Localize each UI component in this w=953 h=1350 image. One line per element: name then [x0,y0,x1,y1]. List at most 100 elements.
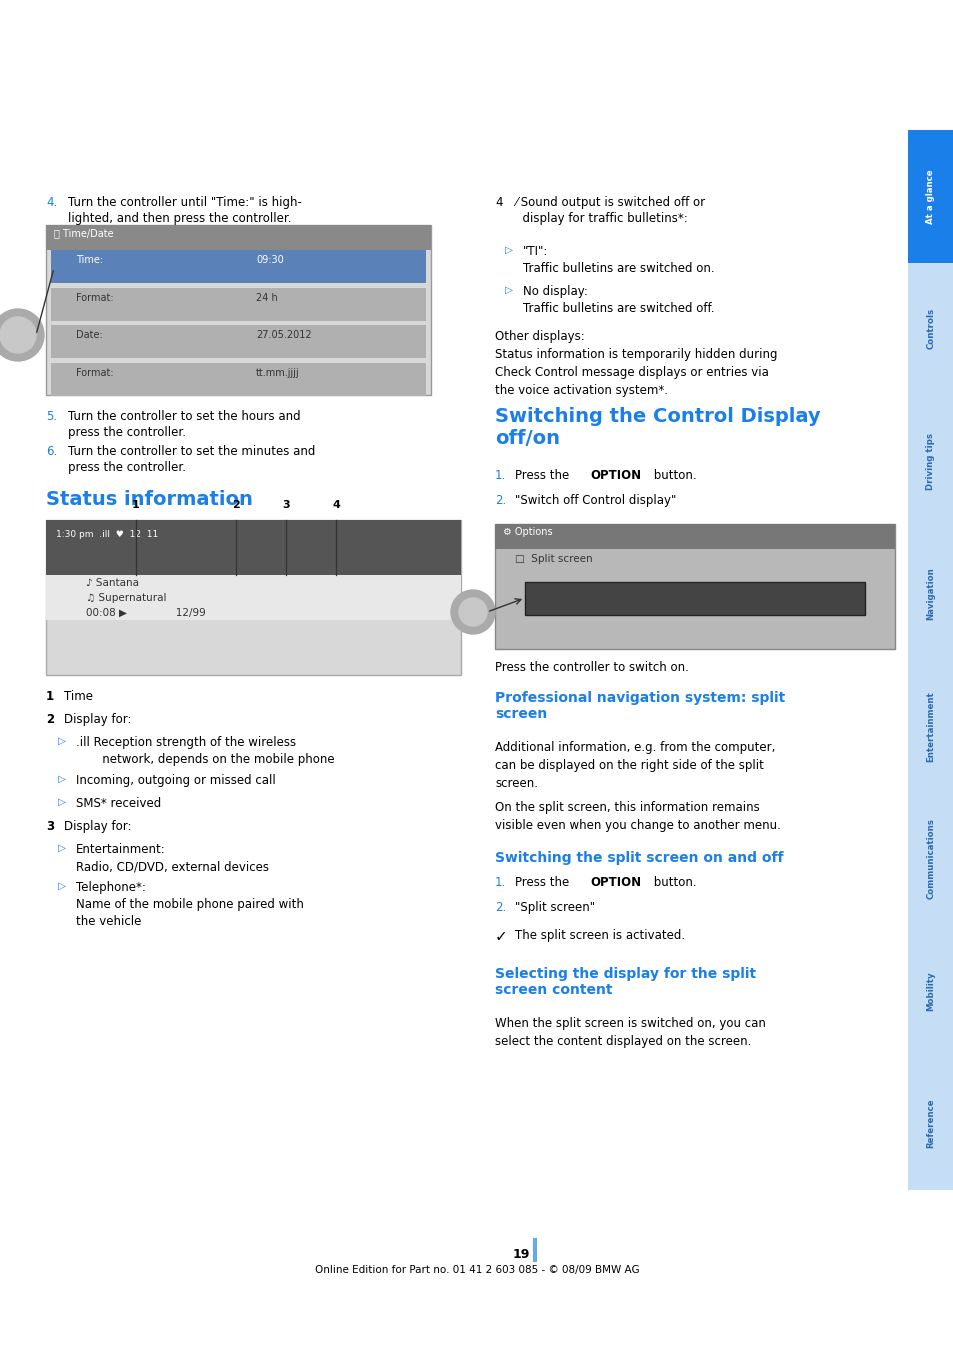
Text: 1:30 pm  .ill  ♥  12  11: 1:30 pm .ill ♥ 12 11 [56,531,158,539]
Text: ▷: ▷ [504,285,513,296]
Text: 4: 4 [495,196,502,209]
FancyBboxPatch shape [495,524,894,649]
Text: Professional navigation system: split
screen: Professional navigation system: split sc… [495,691,784,721]
Text: Turn the controller to set the hours and
press the controller.: Turn the controller to set the hours and… [68,410,300,439]
FancyBboxPatch shape [907,528,953,660]
Text: Press the controller to switch on.: Press the controller to switch on. [495,662,688,674]
FancyBboxPatch shape [51,325,426,358]
Text: Other displays:
Status information is temporarily hidden during
Check Control me: Other displays: Status information is te… [495,329,777,397]
Text: No display:
Traffic bulletins are switched off.: No display: Traffic bulletins are switch… [522,285,714,315]
Text: "TI":
Traffic bulletins are switched on.: "TI": Traffic bulletins are switched on. [522,244,714,275]
Text: At a glance: At a glance [925,169,935,224]
FancyBboxPatch shape [46,520,460,620]
Text: Additional information, e.g. from the computer,
can be displayed on the right si: Additional information, e.g. from the co… [495,741,775,790]
Text: Switching the Control Display
off/on: Switching the Control Display off/on [495,406,820,448]
FancyBboxPatch shape [907,660,953,792]
Text: ▷: ▷ [504,244,513,255]
Text: 2.: 2. [495,494,506,508]
Text: Communications: Communications [925,818,935,899]
Text: "Switch off Control display": "Switch off Control display" [515,494,676,508]
FancyBboxPatch shape [907,262,953,396]
Text: On the split screen, this information remains
visible even when you change to an: On the split screen, this information re… [495,801,781,832]
Text: Time: Time [64,690,92,703]
Text: ✓: ✓ [495,929,507,944]
Text: tt.mm.jjjj: tt.mm.jjjj [255,369,299,378]
Text: Telephone*:
Name of the mobile phone paired with
the vehicle: Telephone*: Name of the mobile phone pai… [76,882,304,927]
Text: Entertainment:
Radio, CD/DVD, external devices: Entertainment: Radio, CD/DVD, external d… [76,842,269,873]
Text: Turn the controller until "Time:" is high-
lighted, and then press the controlle: Turn the controller until "Time:" is hig… [68,196,301,225]
Text: Reference: Reference [925,1099,935,1149]
Text: Format:: Format: [76,369,113,378]
Text: 2: 2 [232,500,239,510]
Circle shape [0,309,44,360]
Circle shape [451,590,495,634]
Text: 6.: 6. [46,446,57,458]
FancyBboxPatch shape [51,363,426,396]
Text: Navigation: Navigation [925,567,935,620]
Text: 27.05.2012: 27.05.2012 [255,329,312,340]
Text: Driving tips: Driving tips [925,433,935,490]
Text: 09:30: 09:30 [255,255,283,265]
Text: ⁄ Sound output is switched off or
  display for traffic bulletins*:: ⁄ Sound output is switched off or displa… [515,196,704,225]
Text: OPTION: OPTION [589,468,640,482]
Text: 2.: 2. [495,900,506,914]
FancyBboxPatch shape [907,925,953,1057]
Text: ▷: ▷ [58,882,66,891]
Text: ▷: ▷ [58,842,66,853]
Text: 1.: 1. [495,876,506,890]
Text: ▷: ▷ [58,774,66,784]
FancyBboxPatch shape [46,225,431,250]
Text: 19: 19 [512,1247,530,1261]
Text: Switch off Control display: Switch off Control display [535,587,668,597]
Text: 2: 2 [46,713,54,726]
Text: 4.: 4. [46,196,57,209]
Text: The split screen is activated.: The split screen is activated. [515,929,684,942]
Text: 1.: 1. [495,468,506,482]
Text: 1: 1 [132,500,140,510]
FancyBboxPatch shape [907,396,953,528]
FancyBboxPatch shape [907,792,953,925]
Text: □  Split screen: □ Split screen [515,554,592,564]
Circle shape [458,598,486,626]
Text: Status information: Status information [46,490,253,509]
Text: Turn the controller to set the minutes and
press the controller.: Turn the controller to set the minutes a… [68,446,315,474]
FancyBboxPatch shape [907,1057,953,1189]
Text: button.: button. [649,876,696,890]
Text: SMS* received: SMS* received [76,796,161,810]
Text: 3: 3 [282,500,290,510]
Text: "Split screen": "Split screen" [515,900,595,914]
Text: ⏰ Time/Date: ⏰ Time/Date [54,228,113,238]
Text: ⚙ Options: ⚙ Options [502,526,552,537]
Text: 4: 4 [332,500,339,510]
Text: .ill Reception strength of the wireless
       network, depends on the mobile ph: .ill Reception strength of the wireless … [76,736,335,765]
FancyBboxPatch shape [907,130,953,262]
FancyBboxPatch shape [51,288,426,321]
Text: Incoming, outgoing or missed call: Incoming, outgoing or missed call [76,774,275,787]
Text: Display for:: Display for: [64,819,132,833]
FancyBboxPatch shape [46,520,460,675]
FancyBboxPatch shape [46,520,460,575]
FancyBboxPatch shape [46,225,431,396]
Text: Controls: Controls [925,308,935,350]
Text: Switching the split screen on and off: Switching the split screen on and off [495,850,782,865]
Text: Display for:: Display for: [64,713,132,726]
FancyBboxPatch shape [51,250,426,284]
Text: Mobility: Mobility [925,972,935,1011]
Text: ▷: ▷ [58,796,66,807]
Text: Entertainment: Entertainment [925,691,935,761]
Text: ▷: ▷ [58,736,66,747]
Text: 24 h: 24 h [255,293,277,302]
Text: Online Edition for Part no. 01 41 2 603 085 - © 08/09 BMW AG: Online Edition for Part no. 01 41 2 603 … [314,1265,639,1274]
Text: Format:: Format: [76,293,113,302]
Text: Selecting the display for the split
screen content: Selecting the display for the split scre… [495,967,756,998]
Text: Time:: Time: [76,255,103,265]
Text: ♪ Santana
♫ Supernatural
00:08 ▶               12/99: ♪ Santana ♫ Supernatural 00:08 ▶ 12/99 [86,578,206,617]
Text: OPTION: OPTION [589,876,640,890]
Text: Date:: Date: [76,329,103,340]
Text: When the split screen is switched on, you can
select the content displayed on th: When the split screen is switched on, yo… [495,1017,765,1048]
Text: button.: button. [649,468,696,482]
Text: Press the: Press the [515,876,573,890]
Text: 5.: 5. [46,410,57,423]
FancyBboxPatch shape [524,582,864,616]
Circle shape [0,317,36,352]
